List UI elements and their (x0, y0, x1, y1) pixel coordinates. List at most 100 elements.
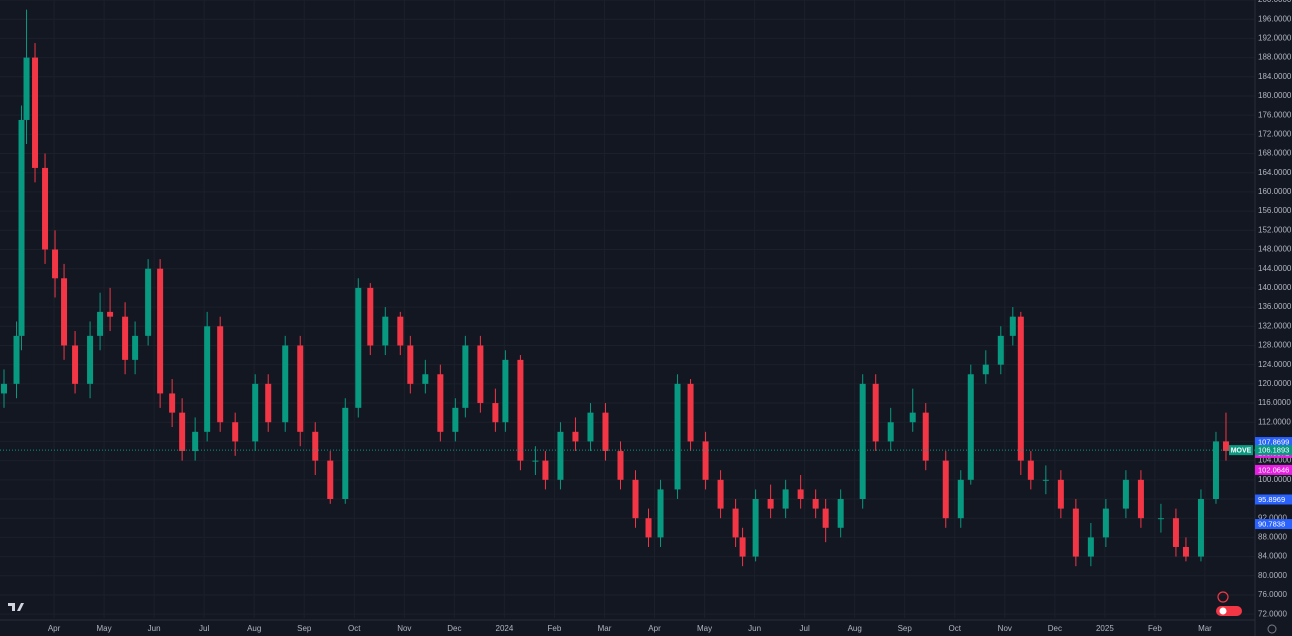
candle-body (72, 345, 79, 384)
x-tick-label: Mar (598, 624, 612, 633)
candle-body (997, 335, 1004, 365)
candles (1, 9, 1229, 567)
candle-body (702, 441, 709, 480)
y-tick-label: 144.0000 (1258, 264, 1292, 273)
candle-body (909, 412, 916, 423)
candle-body (157, 268, 164, 394)
candle-body (422, 374, 429, 384)
y-tick-label: 196.0000 (1258, 14, 1292, 23)
candle-body (752, 499, 759, 557)
y-tick-label: 136.0000 (1258, 302, 1292, 311)
x-tick-label: Dec (1048, 624, 1062, 633)
price-tag-label: 102.0646 (1258, 465, 1289, 474)
x-tick-label: 2024 (496, 624, 514, 633)
y-tick-label: 72.0000 (1258, 609, 1287, 618)
y-tick-label: 124.0000 (1258, 360, 1292, 369)
price-tag-label: 95.8969 (1258, 495, 1285, 504)
candle-body (61, 278, 68, 346)
candle-body (397, 316, 404, 346)
y-tick-label: 140.0000 (1258, 283, 1292, 292)
last-price-tag (1255, 445, 1292, 456)
candle-body (32, 57, 39, 168)
y-tick-label: 128.0000 (1258, 341, 1292, 350)
candle-body (782, 489, 789, 509)
candle-body (462, 345, 469, 408)
candle-body (942, 460, 949, 519)
price-tag (1255, 437, 1292, 448)
price-tag (1255, 494, 1292, 505)
x-tick-label: Apr (648, 624, 661, 633)
candle-body (1072, 508, 1079, 557)
y-tick-label: 188.0000 (1258, 53, 1292, 62)
x-tick-label: Oct (949, 624, 962, 633)
candle-body (572, 431, 579, 442)
logo (8, 603, 24, 611)
x-tick-label: Sep (898, 624, 913, 633)
y-tick-label: 200.0000 (1258, 0, 1292, 4)
candle-body (265, 383, 272, 423)
candle-body (407, 345, 414, 384)
y-tick-label: 192.0000 (1258, 33, 1292, 42)
x-tick-label: 2025 (1096, 624, 1114, 633)
y-tick-label: 148.0000 (1258, 245, 1292, 254)
candle-body (1122, 479, 1129, 509)
candle-body (517, 359, 524, 461)
candle-body (282, 345, 289, 423)
candle-body (327, 460, 334, 500)
candle-body (252, 383, 259, 442)
candle-body (732, 508, 739, 538)
y-tick-label: 104.0000 (1258, 456, 1292, 465)
candle-body (587, 412, 594, 442)
price-tag-label: 107.8699 (1258, 438, 1289, 447)
candle-body (767, 499, 774, 509)
candle-body (602, 412, 609, 452)
candle-body (812, 499, 819, 509)
candle-body (452, 407, 459, 432)
candle-body (477, 345, 484, 404)
candle-body (145, 268, 152, 336)
price-tag (1255, 519, 1292, 530)
candle-body (232, 422, 239, 442)
y-tick-label: 100.0000 (1258, 475, 1292, 484)
candle-body (872, 383, 879, 442)
candle-body (192, 431, 199, 452)
grid (0, 0, 1255, 618)
x-tick-label: Dec (447, 624, 461, 633)
candle-body (887, 422, 894, 442)
candle-body (342, 407, 349, 500)
candle-body (87, 335, 94, 384)
candle-body (922, 412, 929, 461)
candle-body (1102, 508, 1109, 538)
candle-body (179, 412, 186, 452)
x-tick-label: Feb (1148, 624, 1162, 633)
candle-body (42, 167, 49, 250)
candle-body (297, 345, 304, 432)
y-tick-label: 180.0000 (1258, 91, 1292, 100)
candle-body (492, 403, 499, 423)
candle-body (1137, 479, 1144, 519)
candle-body (1027, 460, 1034, 480)
y-tick-label: 84.0000 (1258, 552, 1287, 561)
x-tick-label: Oct (348, 624, 361, 633)
y-tick-label: 116.0000 (1258, 398, 1291, 407)
candle-body (1087, 537, 1094, 557)
y-tick-label: 76.0000 (1258, 590, 1287, 599)
candle-body (967, 374, 974, 480)
corner-icons[interactable] (1216, 591, 1277, 634)
candle-body (367, 287, 374, 346)
y-tick-label: 156.0000 (1258, 206, 1292, 215)
candle-body (1057, 479, 1064, 509)
candle-body (502, 359, 509, 423)
y-tick-label: 92.0000 (1258, 513, 1287, 522)
candle-body (1009, 316, 1016, 336)
candle-body (957, 479, 964, 519)
y-tick-label: 168.0000 (1258, 149, 1292, 158)
x-tick-label: Nov (397, 624, 411, 633)
candle-body (739, 537, 746, 557)
candle-body (1172, 518, 1179, 547)
x-tick-label: Jun (748, 624, 761, 633)
candle-body (717, 479, 724, 509)
candle-body (617, 451, 624, 480)
candle-body (18, 119, 25, 336)
